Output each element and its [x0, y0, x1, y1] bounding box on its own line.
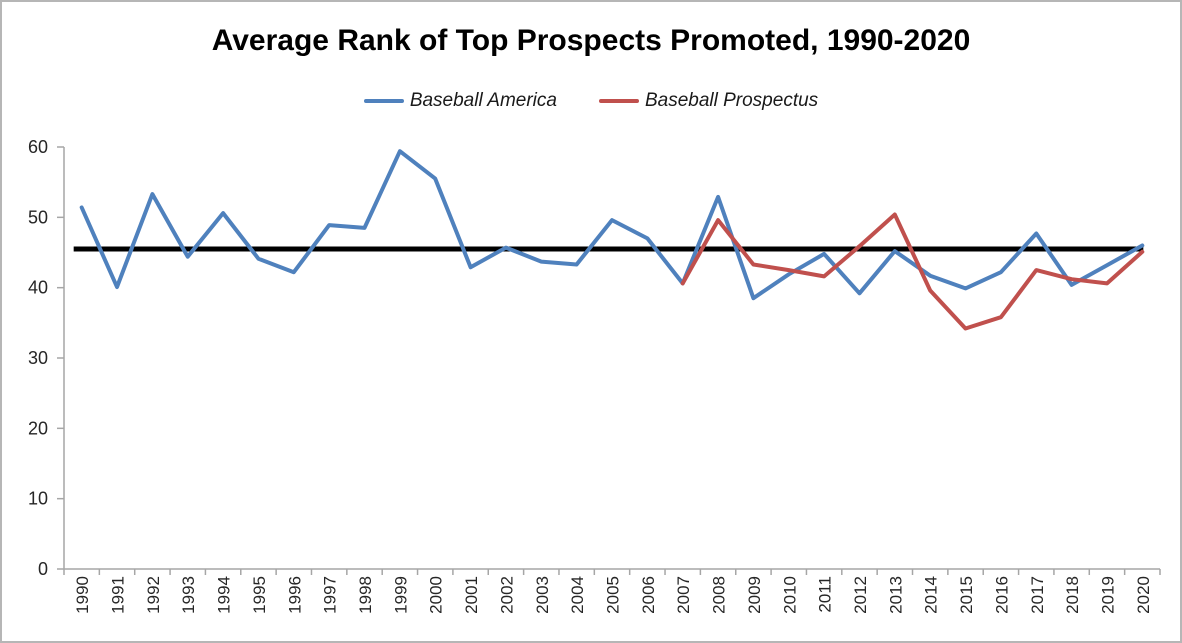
x-axis-tick-label: 1997 [321, 576, 340, 614]
x-axis-tick-label: 2000 [427, 576, 446, 614]
chart-legend: Baseball America Baseball Prospectus [2, 90, 1180, 112]
x-axis-tick-label: 1993 [179, 576, 198, 614]
legend-label-baseball-america: Baseball America [409, 90, 557, 111]
y-axis-tick-label: 0 [38, 559, 48, 579]
chart-title: Average Rank of Top Prospects Promoted, … [211, 24, 971, 57]
legend-item-baseball-prospectus: Baseball Prospectus [598, 90, 819, 112]
x-axis-tick-label: 2012 [851, 576, 870, 614]
x-axis-tick-label: 2010 [780, 576, 799, 614]
legend-label-baseball-prospectus: Baseball Prospectus [644, 90, 819, 111]
x-axis-tick-label: 2019 [1098, 576, 1117, 614]
x-axis-tick-label: 2005 [604, 576, 623, 614]
x-axis-tick-label: 2014 [922, 576, 941, 614]
x-axis-tick-label: 2002 [497, 576, 516, 614]
x-axis-tick-label: 1991 [109, 576, 128, 614]
x-axis-tick-label: 1990 [73, 576, 92, 614]
x-axis-tick-label: 1998 [356, 576, 375, 614]
x-axis-tick-label: 2020 [1134, 576, 1153, 614]
legend-swatch-baseball-prospectus [598, 99, 639, 103]
x-axis-tick-label: 1992 [144, 576, 163, 614]
x-axis-tick-label: 2011 [816, 576, 835, 613]
x-axis-tick-label: 1999 [391, 576, 410, 614]
series-line-baseball-america [79, 149, 1145, 301]
x-axis-tick-label: 2013 [886, 576, 905, 614]
x-axis-tick-label: 2006 [639, 576, 658, 614]
x-axis-tick-label: 2004 [568, 576, 587, 614]
x-axis-tick-label: 2001 [462, 576, 481, 614]
x-axis-tick-label: 2016 [992, 576, 1011, 614]
x-axis-tick-label: 2009 [745, 576, 764, 614]
series-line-baseball-prospectus [680, 212, 1145, 331]
x-axis-tick-label: 2008 [710, 576, 729, 614]
x-axis-tick-label: 2007 [674, 576, 693, 614]
legend-swatch-baseball-america [363, 99, 404, 103]
y-axis-tick-label: 50 [28, 207, 48, 227]
y-axis-tick-label: 30 [28, 348, 48, 368]
x-axis-tick-label: 2015 [957, 576, 976, 614]
x-axis-tick-label: 1995 [250, 576, 269, 614]
x-axis-tick-label: 1996 [285, 576, 304, 614]
x-axis-tick-label: 2018 [1063, 576, 1082, 614]
x-axis-tick-label: 1994 [215, 576, 234, 614]
x-axis-tick-label: 2003 [533, 576, 552, 614]
y-axis-tick-label: 10 [28, 489, 48, 509]
y-axis-tick-label: 60 [28, 137, 48, 157]
y-axis-tick-label: 40 [28, 278, 48, 298]
y-axis-tick-label: 20 [28, 418, 48, 438]
legend-item-baseball-america: Baseball America [363, 90, 557, 112]
x-axis-tick-label: 2017 [1028, 576, 1047, 614]
